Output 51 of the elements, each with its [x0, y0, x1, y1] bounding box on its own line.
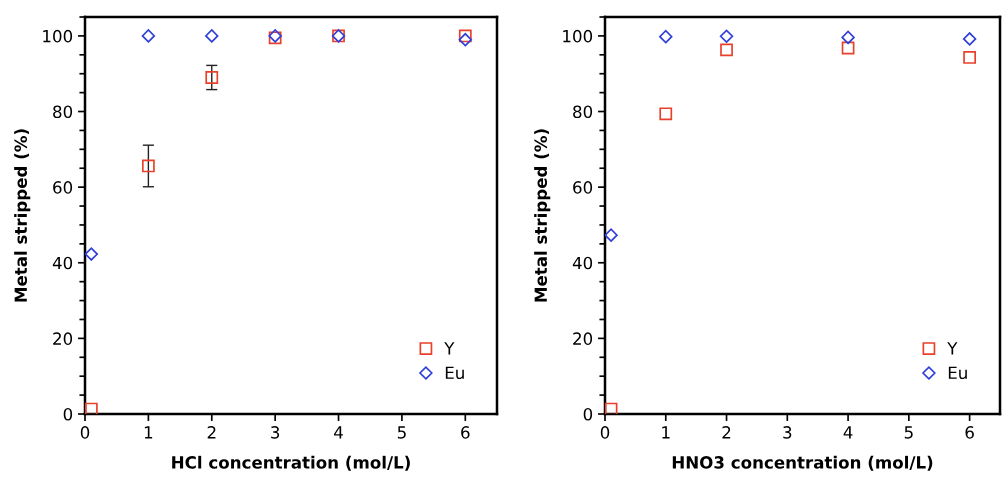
y-tick-label: 20 — [573, 332, 593, 345]
x-axis-title: HCl concentration (mol/L) — [172, 455, 410, 471]
point — [458, 29, 472, 43]
y-tick-label: 40 — [572, 256, 593, 270]
x-axis-title: HNO3 concentration (mol/L) — [672, 455, 933, 471]
x-tick-label: 3 — [783, 426, 792, 439]
x-tick-label: 5 — [904, 426, 913, 439]
point — [141, 29, 156, 43]
y-axis-title: Metal stripped (%) — [14, 129, 31, 302]
point — [205, 71, 219, 84]
point — [720, 43, 733, 57]
point — [85, 247, 99, 261]
x-tick-label: 4 — [843, 426, 853, 439]
x-tick-label: 0 — [80, 426, 90, 439]
y-axis-title: Metal stripped (%) — [534, 129, 551, 302]
x-tick-label: 6 — [461, 426, 470, 439]
y-tick-label: 40 — [52, 256, 73, 270]
y-tick-label: 60 — [53, 181, 73, 194]
point — [963, 51, 977, 64]
point — [841, 41, 855, 55]
point — [605, 228, 618, 242]
x-tick-label: 0 — [600, 426, 610, 439]
point — [659, 107, 673, 121]
y-tick-label: 80 — [573, 105, 593, 119]
x-tick-label: 3 — [271, 426, 280, 439]
x-tick-label: 6 — [965, 426, 974, 439]
point — [962, 32, 977, 46]
legend-label: Y — [947, 342, 958, 355]
y-tick-label: 60 — [573, 181, 593, 194]
point — [205, 29, 219, 43]
y-tick-label: 20 — [53, 332, 73, 345]
legend-label: Y — [444, 342, 455, 355]
x-tick-label: 4 — [334, 426, 343, 439]
x-tick-label: 2 — [207, 426, 216, 439]
x-tick-label: 1 — [662, 426, 670, 439]
point — [458, 32, 473, 47]
legend-label: Eu — [445, 366, 464, 380]
x-tick-label: 5 — [397, 426, 406, 439]
point — [141, 159, 155, 173]
point — [841, 30, 855, 45]
y-tick-label: 0 — [583, 407, 593, 421]
y-tick-label: 100 — [563, 29, 593, 43]
point — [719, 29, 734, 44]
y-tick-label: 0 — [63, 407, 73, 421]
y-tick-label: 100 — [43, 29, 73, 43]
x-tick-label: 2 — [722, 426, 731, 439]
point — [659, 29, 673, 44]
legend-label: Eu — [948, 366, 967, 380]
point — [85, 402, 98, 414]
x-tick-label: 1 — [144, 426, 153, 439]
y-tick-label: 80 — [53, 105, 73, 119]
